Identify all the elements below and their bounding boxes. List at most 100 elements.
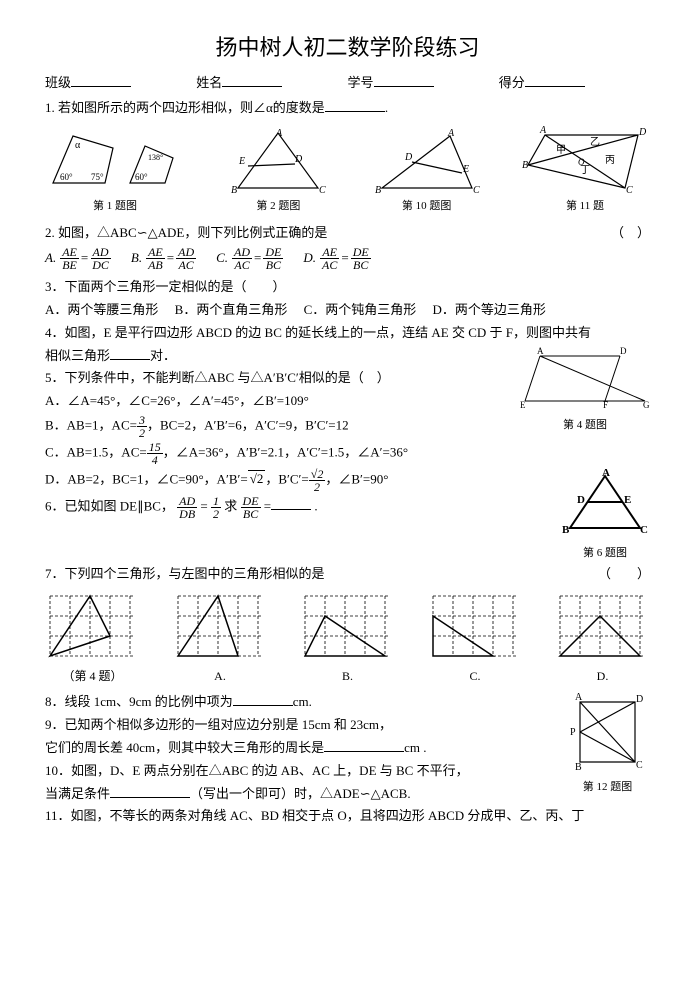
- q3-B: B．两个直角三角形: [175, 302, 288, 317]
- svg-text:A: A: [602, 468, 610, 479]
- q7-grid: （第 4 题） A. B. C. D.: [45, 591, 650, 686]
- q2-D: D.: [303, 248, 316, 269]
- q4-l1: 4．如图，E 是平行四边形 ABCD 的边 BC 的延长线上的一点，连结 AE …: [45, 323, 650, 344]
- svg-text:D: D: [294, 154, 303, 165]
- class-label: 班级: [45, 75, 71, 90]
- fig-q1: α 60° 75° 138° 60° 第 1 题图: [45, 128, 185, 216]
- svg-text:A: A: [575, 692, 583, 703]
- svg-text:B: B: [575, 762, 582, 772]
- fig-q4-float: A D E F G 第 4 题图: [520, 346, 650, 435]
- q1-tail: .: [385, 100, 388, 115]
- svg-text:B: B: [231, 185, 237, 196]
- class-blank[interactable]: [71, 73, 131, 87]
- svg-text:C: C: [626, 185, 633, 196]
- name-label: 姓名: [196, 75, 222, 90]
- svg-text:丙: 丙: [605, 155, 615, 166]
- q4-blank[interactable]: [110, 346, 150, 360]
- svg-text:A: A: [447, 128, 455, 139]
- fig-q10: A B C D E 第 10 题图: [372, 128, 482, 216]
- fig12-caption: 第 12 题图: [565, 779, 650, 797]
- svg-text:α: α: [75, 140, 81, 151]
- q2-text: 2. 如图，△ABC∽△ADE，则下列比例式正确的是: [45, 225, 327, 240]
- q2-C: C.: [216, 248, 228, 269]
- svg-text:75°: 75°: [91, 172, 104, 182]
- svg-text:B: B: [562, 524, 570, 536]
- q10-l1: 10．如图，D、E 两点分别在△ABC 的边 AB、AC 上，DE 与 BC 不…: [45, 761, 650, 782]
- svg-text:D: D: [636, 694, 643, 705]
- svg-text:P: P: [570, 727, 576, 738]
- q5-C: C．AB=1.5，AC=154，∠A=36°，A′B′=2.1，A′C′=1.5…: [45, 441, 650, 466]
- q6-blank[interactable]: [271, 496, 311, 510]
- svg-text:A: A: [537, 346, 544, 356]
- q2-opts: A. AEBE=ADDC B. AEAB=ADAC C. ADAC=DEBC D…: [45, 246, 650, 271]
- q7: 7．下列四个三角形，与左图中的三角形相似的是 （ ）: [45, 564, 650, 585]
- svg-text:A: A: [539, 125, 547, 136]
- svg-text:F: F: [603, 400, 608, 410]
- q3-opts: A．两个等腰三角形 B．两个直角三角形 C．两个钝角三角形 D．两个等边三角形: [45, 300, 650, 321]
- header-row: 班级 姓名 学号 得分: [45, 73, 650, 94]
- fig-q12-float: A D P B C 第 12 题图: [565, 692, 650, 796]
- svg-text:138°: 138°: [148, 153, 163, 162]
- svg-text:A: A: [275, 128, 283, 139]
- score-label: 得分: [499, 75, 525, 90]
- q2: 2. 如图，△ABC∽△ADE，则下列比例式正确的是 （ ）: [45, 223, 650, 244]
- svg-text:E: E: [238, 156, 245, 167]
- fig2-caption: 第 2 题图: [223, 198, 333, 216]
- svg-text:C: C: [473, 185, 480, 196]
- q2-A: A.: [45, 248, 56, 269]
- svg-text:乙: 乙: [590, 136, 600, 148]
- svg-text:60°: 60°: [60, 172, 73, 182]
- q10-l2: 当满足条件（写出一个即可）时，△ADE∽△ACB.: [45, 784, 650, 805]
- score-blank[interactable]: [525, 73, 585, 87]
- q11: 11．如图，不等长的两条对角线 AC、BD 相交于点 O，且将四边形 ABCD …: [45, 806, 650, 827]
- svg-text:D: D: [577, 494, 585, 506]
- svg-text:E: E: [520, 400, 526, 410]
- name-blank[interactable]: [222, 73, 282, 87]
- fig-q11: A D B C O 甲 乙 丙 丁 第 11 题: [520, 123, 650, 216]
- id-blank[interactable]: [374, 73, 434, 87]
- svg-text:C: C: [319, 185, 326, 196]
- figure-row-1: α 60° 75° 138° 60° 第 1 题图 A B C D E 第 2 …: [45, 123, 650, 216]
- q7-A: A.: [173, 591, 268, 686]
- fig11-caption: 第 11 题: [520, 198, 650, 216]
- q7-C: C.: [428, 591, 523, 686]
- q7-B: B.: [300, 591, 395, 686]
- svg-text:D: D: [638, 127, 647, 138]
- svg-text:D: D: [404, 152, 413, 163]
- svg-text:D: D: [620, 346, 627, 356]
- q3: 3．下面两个三角形一定相似的是（ ）: [45, 277, 650, 298]
- svg-text:B: B: [522, 160, 528, 171]
- fig6-caption: 第 6 题图: [560, 545, 650, 563]
- fig10-caption: 第 10 题图: [372, 198, 482, 216]
- q1-text: 1. 若如图所示的两个四边形相似，则∠α的度数是: [45, 100, 325, 115]
- svg-text:E: E: [462, 164, 469, 175]
- svg-text:甲: 甲: [556, 145, 566, 156]
- q9-blank[interactable]: [324, 738, 404, 752]
- q1: 1. 若如图所示的两个四边形相似，则∠α的度数是.: [45, 98, 650, 119]
- q10-blank[interactable]: [110, 784, 190, 798]
- q9-l2: 它们的周长差 40cm，则其中较大三角形的周长是cm .: [45, 738, 650, 759]
- svg-text:C: C: [636, 760, 643, 771]
- q3-C: C．两个钝角三角形: [304, 302, 417, 317]
- q7-D: D.: [555, 591, 650, 686]
- q2-B: B.: [131, 248, 142, 269]
- q3-A: A．两个等腰三角形: [45, 302, 158, 317]
- q7-ref: （第 4 题）: [45, 591, 140, 686]
- svg-text:60°: 60°: [135, 172, 148, 182]
- q8: 8．线段 1cm、9cm 的比例中项为cm.: [45, 692, 650, 713]
- fig1-caption: 第 1 题图: [45, 198, 185, 216]
- q1-blank[interactable]: [325, 98, 385, 112]
- q2-paren: （ ）: [611, 223, 650, 244]
- svg-text:B: B: [375, 185, 381, 196]
- q3-D: D．两个等边三角形: [433, 302, 546, 317]
- svg-text:丁: 丁: [580, 165, 590, 176]
- svg-text:C: C: [640, 524, 648, 536]
- page-title: 扬中树人初二数学阶段练习: [45, 30, 650, 65]
- id-label: 学号: [348, 75, 374, 90]
- q9-l1: 9．已知两个相似多边形的一组对应边分别是 15cm 和 23cm，: [45, 715, 650, 736]
- svg-text:G: G: [643, 400, 650, 410]
- svg-text:E: E: [624, 494, 631, 506]
- q8-blank[interactable]: [233, 692, 293, 706]
- fig4-caption: 第 4 题图: [520, 417, 650, 435]
- fig-q2: A B C D E 第 2 题图: [223, 128, 333, 216]
